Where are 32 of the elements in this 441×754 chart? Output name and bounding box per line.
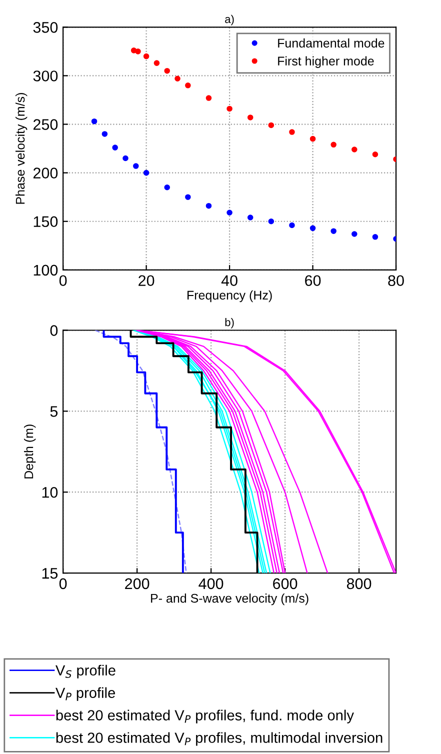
x-tick-label: 0 [59,578,67,590]
legend-label: best 20 estimated V$_{P}$ profiles, fund. mode only [56,710,354,724]
legend-label: V$_{S}$ profile [56,664,116,678]
x-axis-title: Frequency (Hz) [188,290,272,302]
y-tick-label: 150 [34,216,58,228]
x-tick-label: 600 [273,578,298,590]
x-axis-title: P- and S-wave velocity (m/s) [151,594,308,606]
legend-label: best 20 estimated V$_{P}$ profiles, multimodal inversion [56,732,382,746]
y-tick-label: 100 [34,264,58,276]
y-tick-label: 10 [42,486,58,498]
legend-label: Fundamental mode [278,38,384,48]
y-tick-label: 200 [33,168,58,179]
x-tick-label: 60 [305,275,321,286]
x-tick-label: 0 [59,275,67,286]
x-tick-label: 400 [198,578,224,590]
x-tick-label: 200 [125,578,150,590]
y-axis-title: Phase velocity (m/s) [16,93,28,204]
x-tick-label: 20 [138,275,154,286]
y-axis-title: Depth (m) [24,424,36,478]
y-tick-label: 0 [50,325,58,336]
x-tick-label: 800 [346,578,372,590]
chart-title: b) [225,318,234,328]
y-tick-label: 300 [33,70,58,82]
y-tick-label: 350 [33,22,58,33]
x-tick-label: 40 [221,275,238,286]
y-tick-label: 250 [33,119,58,130]
chart-title: a) [225,14,234,26]
y-tick-label: 15 [42,568,58,579]
y-tick-label: 5 [50,406,58,417]
x-tick-label: 80 [388,275,404,286]
legend-label: V$_{P}$ profile [56,687,115,701]
legend-label: First higher mode [278,56,374,68]
